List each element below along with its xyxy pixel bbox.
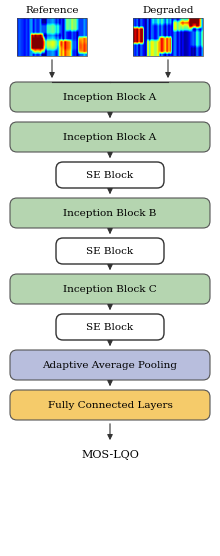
Text: Adaptive Average Pooling: Adaptive Average Pooling xyxy=(42,360,178,370)
FancyBboxPatch shape xyxy=(10,390,210,420)
FancyBboxPatch shape xyxy=(10,82,210,112)
FancyBboxPatch shape xyxy=(56,238,164,264)
Bar xyxy=(17,18,87,56)
Text: Degraded: Degraded xyxy=(142,6,194,15)
Text: Fully Connected Layers: Fully Connected Layers xyxy=(48,400,172,410)
Text: Inception Block B: Inception Block B xyxy=(63,208,157,217)
FancyBboxPatch shape xyxy=(10,122,210,152)
FancyBboxPatch shape xyxy=(56,314,164,340)
FancyBboxPatch shape xyxy=(10,198,210,228)
Text: Inception Block C: Inception Block C xyxy=(63,285,157,294)
Text: SE Block: SE Block xyxy=(86,246,134,256)
FancyBboxPatch shape xyxy=(10,274,210,304)
Bar xyxy=(133,18,203,56)
Text: Inception Block A: Inception Block A xyxy=(63,92,157,102)
Text: Inception Block A: Inception Block A xyxy=(63,132,157,141)
Text: SE Block: SE Block xyxy=(86,171,134,180)
Text: MOS-LQO: MOS-LQO xyxy=(81,450,139,460)
Text: Reference: Reference xyxy=(25,6,79,15)
FancyBboxPatch shape xyxy=(10,350,210,380)
FancyBboxPatch shape xyxy=(56,162,164,188)
Text: SE Block: SE Block xyxy=(86,322,134,331)
